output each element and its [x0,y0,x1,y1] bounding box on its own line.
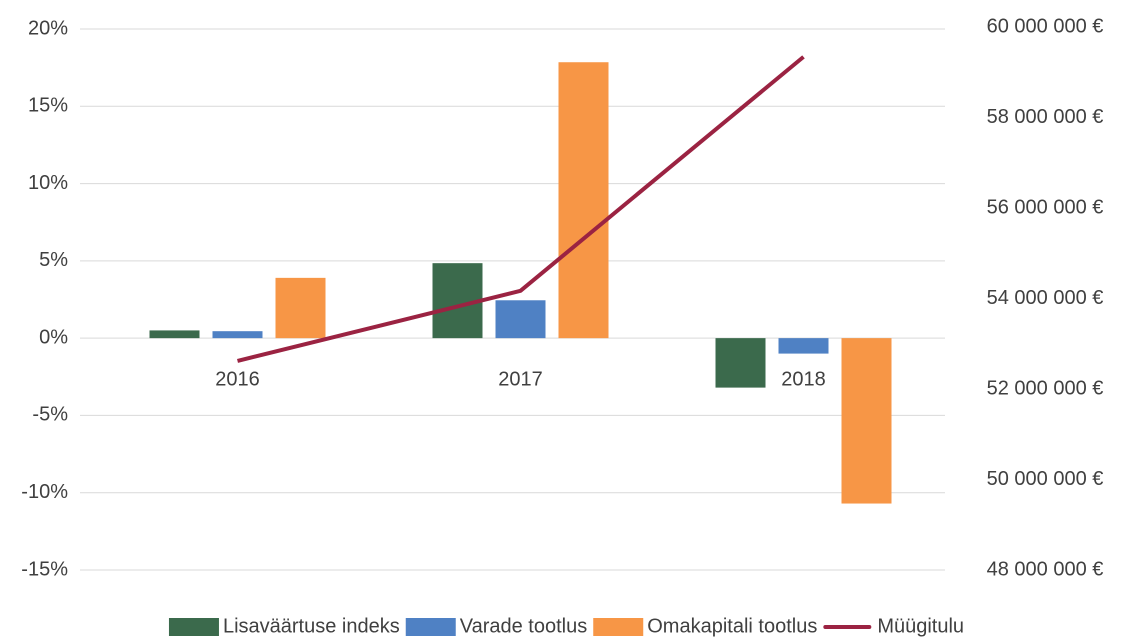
bar [778,338,829,354]
line-series [237,55,805,363]
bar [149,330,200,339]
bar [495,300,546,339]
legend-label: Omakapitali tootlus [647,615,817,637]
bar [841,338,892,504]
legend-item: Lisaväärtuse indeks [168,615,400,637]
y-tick-label: 5% [39,249,68,271]
legend-item: Müügitulu [823,615,964,637]
y-tick-label: -10% [21,481,68,503]
y-tick-label: 0% [39,326,68,348]
y2-tick-label: 50 000 000 € [987,468,1104,490]
y-tick-label: 10% [28,172,68,194]
y2-tick-label: 48 000 000 € [987,558,1104,580]
y2-tick-label: 52 000 000 € [987,377,1104,399]
x-tick-label: 2017 [498,368,543,390]
legend-label: Müügitulu [877,615,964,637]
legend-item: Omakapitali tootlus [593,615,817,637]
bar [212,331,263,339]
y2-tick-label: 54 000 000 € [987,287,1104,309]
bar [275,277,326,339]
y2-tick-label: 60 000 000 € [987,15,1104,37]
legend-label: Varade tootlus [460,615,588,637]
x-tick-label: 2018 [781,368,826,390]
y2-tick-label: 58 000 000 € [987,106,1104,128]
bar [715,338,766,388]
y-tick-label: 15% [28,95,68,117]
legend-swatch [405,618,456,636]
legend-item: Varade tootlus [405,615,588,637]
y-tick-label: 20% [28,17,68,39]
y2-tick-label: 56 000 000 € [987,196,1104,218]
legend-swatch [593,618,644,636]
legend-swatch [168,618,219,636]
bar [558,62,609,339]
y-tick-label: -5% [32,404,68,426]
legend-label: Lisaväärtuse indeks [223,615,400,637]
y-tick-label: -15% [21,558,68,580]
x-tick-label: 2016 [215,368,260,390]
